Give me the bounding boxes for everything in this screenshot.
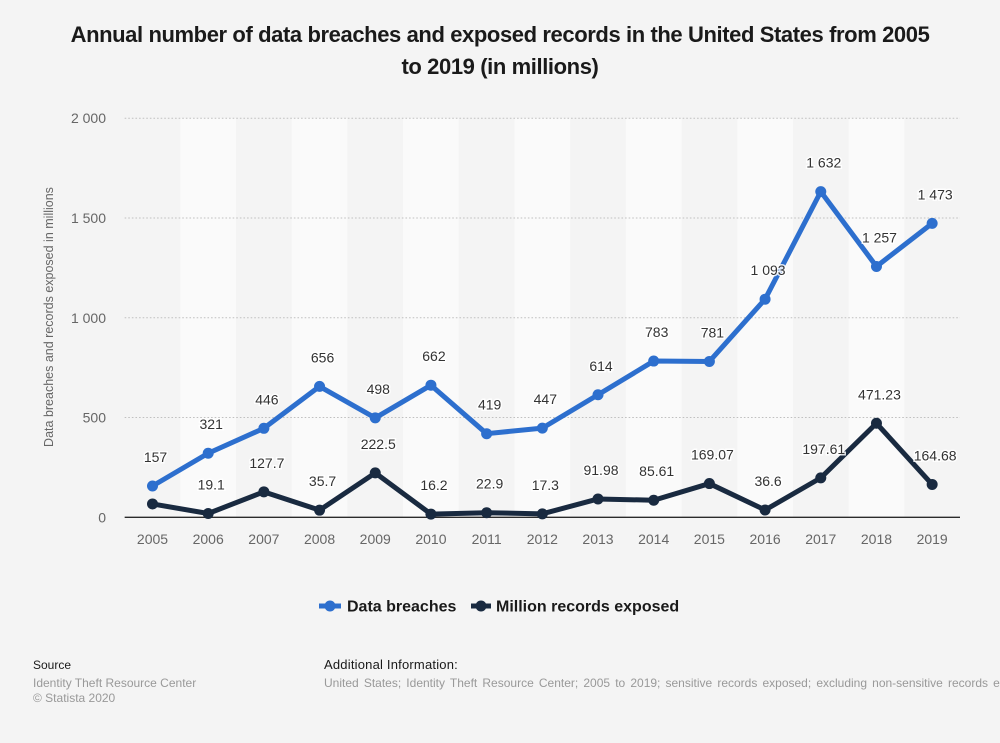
svg-text:19.1: 19.1 bbox=[198, 476, 225, 492]
svg-text:Source: Source bbox=[33, 658, 71, 672]
svg-text:2017: 2017 bbox=[805, 531, 836, 547]
svg-text:2 000: 2 000 bbox=[71, 110, 106, 126]
svg-text:2016: 2016 bbox=[750, 531, 781, 547]
svg-text:© Statista 2020: © Statista 2020 bbox=[33, 691, 116, 705]
svg-text:Identity Theft Resource Center: Identity Theft Resource Center bbox=[33, 676, 196, 690]
svg-text:127.7: 127.7 bbox=[249, 455, 284, 471]
svg-text:36.6: 36.6 bbox=[754, 473, 781, 489]
svg-text:321: 321 bbox=[200, 416, 224, 432]
svg-text:91.98: 91.98 bbox=[583, 462, 618, 478]
svg-text:2007: 2007 bbox=[248, 531, 279, 547]
svg-text:1 473: 1 473 bbox=[918, 186, 953, 202]
svg-text:1 093: 1 093 bbox=[751, 262, 786, 278]
svg-text:614: 614 bbox=[589, 358, 613, 374]
svg-text:169.07: 169.07 bbox=[691, 447, 734, 463]
svg-text:United States; Identity Theft: United States; Identity Theft Resource C… bbox=[324, 676, 1000, 690]
svg-text:2012: 2012 bbox=[527, 531, 558, 547]
svg-text:781: 781 bbox=[701, 324, 725, 340]
svg-text:Data breaches: Data breaches bbox=[347, 599, 456, 616]
svg-text:85.61: 85.61 bbox=[639, 463, 674, 479]
svg-text:2010: 2010 bbox=[415, 531, 446, 547]
svg-text:1 500: 1 500 bbox=[71, 210, 106, 226]
svg-text:419: 419 bbox=[478, 397, 502, 413]
svg-text:Data breaches and records expo: Data breaches and records exposed in mil… bbox=[42, 187, 56, 447]
svg-text:662: 662 bbox=[422, 348, 446, 364]
svg-text:Million records exposed: Million records exposed bbox=[496, 599, 679, 616]
svg-text:164.68: 164.68 bbox=[914, 447, 957, 463]
svg-text:1 632: 1 632 bbox=[806, 155, 841, 171]
svg-text:2011: 2011 bbox=[472, 531, 502, 547]
svg-text:2014: 2014 bbox=[638, 531, 669, 547]
svg-text:498: 498 bbox=[367, 381, 391, 397]
svg-text:2006: 2006 bbox=[193, 531, 224, 547]
svg-text:0: 0 bbox=[98, 509, 106, 525]
svg-text:157: 157 bbox=[144, 449, 168, 465]
svg-text:197.61: 197.61 bbox=[802, 441, 845, 457]
svg-text:1 257: 1 257 bbox=[862, 229, 897, 245]
svg-text:222.5: 222.5 bbox=[361, 436, 396, 452]
svg-text:2013: 2013 bbox=[582, 531, 613, 547]
svg-text:17.3: 17.3 bbox=[532, 477, 559, 493]
svg-text:446: 446 bbox=[255, 391, 279, 407]
svg-text:22.9: 22.9 bbox=[476, 476, 503, 492]
svg-text:2009: 2009 bbox=[360, 531, 391, 547]
svg-text:Additional Information:: Additional Information: bbox=[324, 657, 458, 672]
svg-text:2005: 2005 bbox=[137, 531, 168, 547]
svg-text:16.2: 16.2 bbox=[420, 477, 447, 493]
svg-text:471.23: 471.23 bbox=[858, 386, 901, 402]
svg-text:2015: 2015 bbox=[694, 531, 725, 547]
svg-text:2008: 2008 bbox=[304, 531, 335, 547]
svg-text:500: 500 bbox=[83, 410, 107, 426]
svg-text:2018: 2018 bbox=[861, 531, 892, 547]
svg-text:2019: 2019 bbox=[917, 531, 948, 547]
svg-text:783: 783 bbox=[645, 324, 669, 340]
svg-text:656: 656 bbox=[311, 349, 335, 365]
svg-text:447: 447 bbox=[534, 391, 558, 407]
svg-text:35.7: 35.7 bbox=[309, 473, 336, 489]
svg-text:1 000: 1 000 bbox=[71, 310, 106, 326]
